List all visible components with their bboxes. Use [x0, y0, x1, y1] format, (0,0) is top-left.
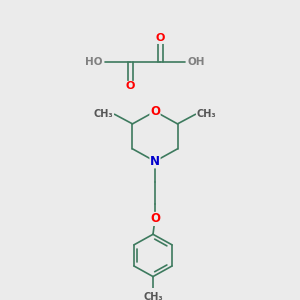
Text: O: O: [150, 105, 160, 118]
Text: O: O: [150, 212, 160, 225]
Text: CH₃: CH₃: [196, 109, 216, 119]
Text: O: O: [155, 33, 165, 43]
Text: CH₃: CH₃: [143, 292, 163, 300]
Text: HO: HO: [85, 57, 103, 68]
Text: CH₃: CH₃: [94, 109, 113, 119]
Text: OH: OH: [187, 57, 205, 68]
Text: N: N: [150, 155, 160, 168]
Text: O: O: [125, 81, 135, 92]
